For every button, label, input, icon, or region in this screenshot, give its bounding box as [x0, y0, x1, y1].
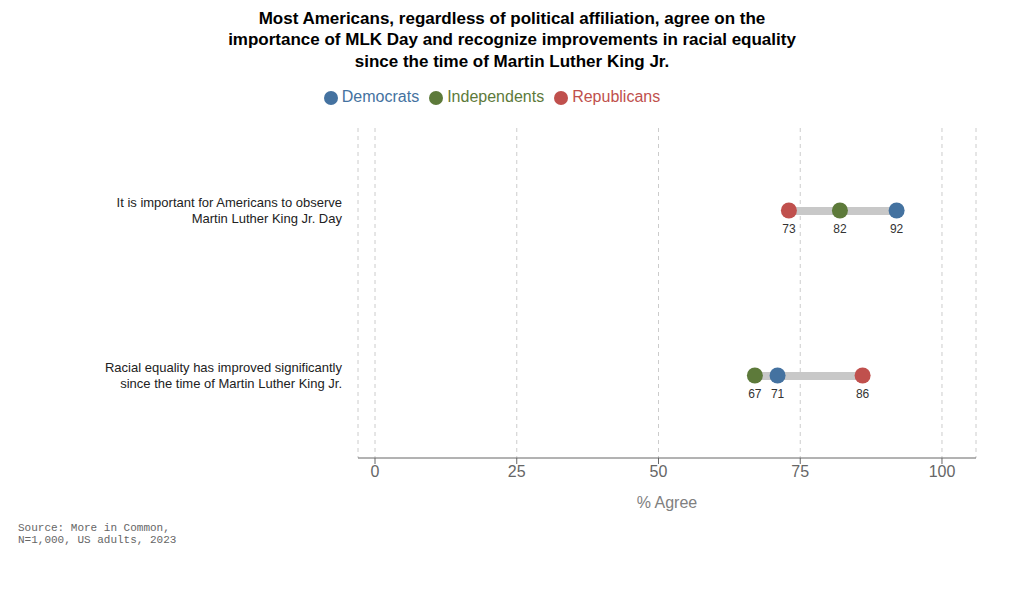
html-text:Most Americans, regardless of: Most Americans, regardless of political … [228, 9, 796, 71]
html-text:Source: More in Common, N=1,00: Source: More in Common, N=1,000, US adul… [18, 521, 177, 546]
html-text:Independents: Independents [447, 87, 545, 105]
svg-text:It is important for Americans: It is important for Americans to observe… [117, 194, 343, 225]
svg-text:Racial equality has improved s: Racial equality has improved significant… [105, 359, 343, 390]
svg-text:75: 75 [791, 463, 809, 480]
html-text:Republicans: Republicans [572, 87, 661, 105]
svg-text:71: 71 [771, 387, 785, 401]
svg-text:50: 50 [650, 463, 668, 480]
svg-text:86: 86 [856, 387, 870, 401]
svg-text:73: 73 [782, 222, 796, 236]
svg-text:25: 25 [508, 463, 526, 480]
svg-text:67: 67 [748, 387, 762, 401]
svg-text:% Agree: % Agree [637, 494, 698, 511]
svg-text:100: 100 [929, 463, 956, 480]
svg-text:82: 82 [833, 222, 847, 236]
svg-text:0: 0 [371, 463, 380, 480]
svg-text:92: 92 [890, 222, 904, 236]
html-text:Democrats: Democrats [341, 87, 420, 105]
